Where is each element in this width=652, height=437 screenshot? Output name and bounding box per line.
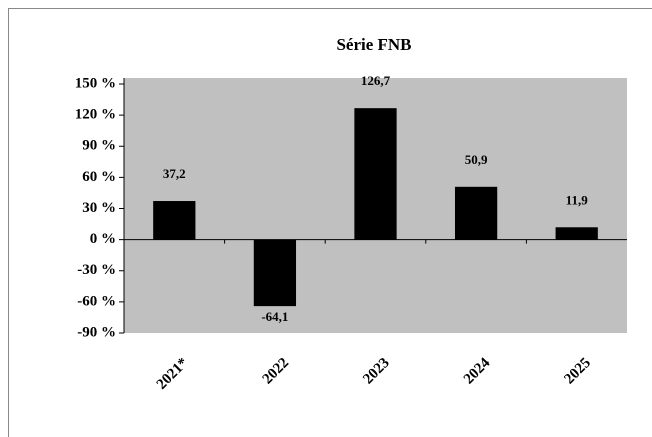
y-tick-label: 0 % bbox=[90, 231, 116, 247]
chart-title: Série FNB bbox=[336, 35, 411, 54]
bar bbox=[253, 239, 297, 307]
value-label: 50,9 bbox=[465, 152, 488, 167]
y-tick-label: -30 % bbox=[77, 262, 116, 278]
value-label: -64,1 bbox=[261, 309, 288, 324]
y-tick-label: 90 % bbox=[82, 138, 116, 154]
bar bbox=[153, 201, 196, 240]
value-label: 11,9 bbox=[566, 192, 589, 207]
y-tick-label: -60 % bbox=[77, 293, 116, 309]
bar bbox=[454, 186, 498, 240]
value-label: 37,2 bbox=[163, 166, 186, 181]
bar bbox=[555, 227, 598, 240]
y-tick-label: -90 % bbox=[77, 324, 116, 340]
y-tick-label: 60 % bbox=[82, 169, 116, 185]
y-tick-label: 120 % bbox=[75, 107, 116, 123]
y-tick-label: 150 % bbox=[75, 75, 116, 91]
y-tick-label: 30 % bbox=[82, 200, 116, 216]
bar bbox=[354, 108, 397, 240]
value-label: 126,7 bbox=[361, 73, 391, 88]
